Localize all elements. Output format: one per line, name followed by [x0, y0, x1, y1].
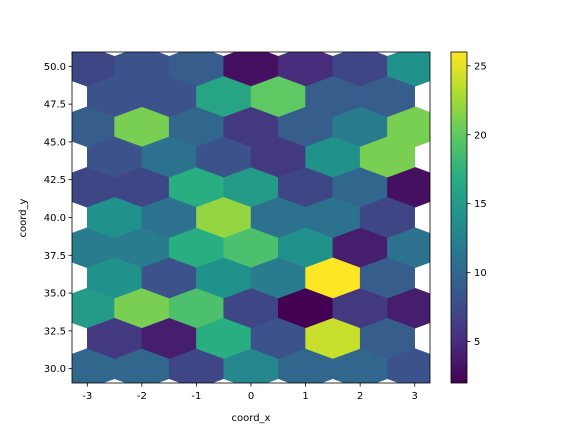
y-tick-label: 42.5 — [44, 175, 66, 186]
colorbar-tick-label: 5 — [474, 337, 480, 348]
hex-cell — [359, 136, 415, 178]
y-tick-label: 50.0 — [44, 62, 66, 73]
y-tick-label: 37.5 — [44, 251, 66, 262]
colorbar — [450, 51, 468, 384]
hex-cell — [359, 317, 415, 359]
y-tick-label: 47.5 — [44, 100, 66, 111]
hex-cell — [359, 257, 415, 299]
x-tick-label: 0 — [248, 391, 254, 402]
x-tick-label: -1 — [191, 391, 201, 402]
x-axis: -3 -2 -1 0 1 2 3 — [82, 383, 418, 402]
y-tick-label: 35.0 — [44, 289, 66, 300]
colorbar-tick-label: 10 — [474, 268, 487, 279]
colorbar-tick-label: 25 — [474, 61, 487, 72]
hex-cell — [359, 76, 415, 118]
y-axis-label: coord_y — [18, 198, 29, 237]
hexbin-cells — [72, 52, 430, 383]
x-tick-label: 2 — [357, 391, 363, 402]
y-tick-label: 40.0 — [44, 213, 66, 224]
x-tick-label: 3 — [412, 391, 418, 402]
colorbar-ticks: 5 10 15 20 25 — [467, 61, 487, 348]
x-tick-label: 1 — [302, 391, 308, 402]
y-tick-label: 45.0 — [44, 137, 66, 148]
y-tick-label: 32.5 — [44, 326, 66, 337]
y-tick-label: 30.0 — [44, 364, 66, 375]
x-axis-label: coord_x — [232, 413, 271, 424]
x-tick-label: -3 — [82, 391, 92, 402]
hex-cell — [359, 197, 415, 238]
colorbar-tick-label: 20 — [474, 130, 487, 141]
x-tick-label: -2 — [137, 391, 147, 402]
colorbar-tick-label: 15 — [474, 199, 487, 210]
y-axis: 30.0 32.5 35.0 37.5 40.0 42.5 45.0 47.5 50.0 — [44, 62, 72, 375]
